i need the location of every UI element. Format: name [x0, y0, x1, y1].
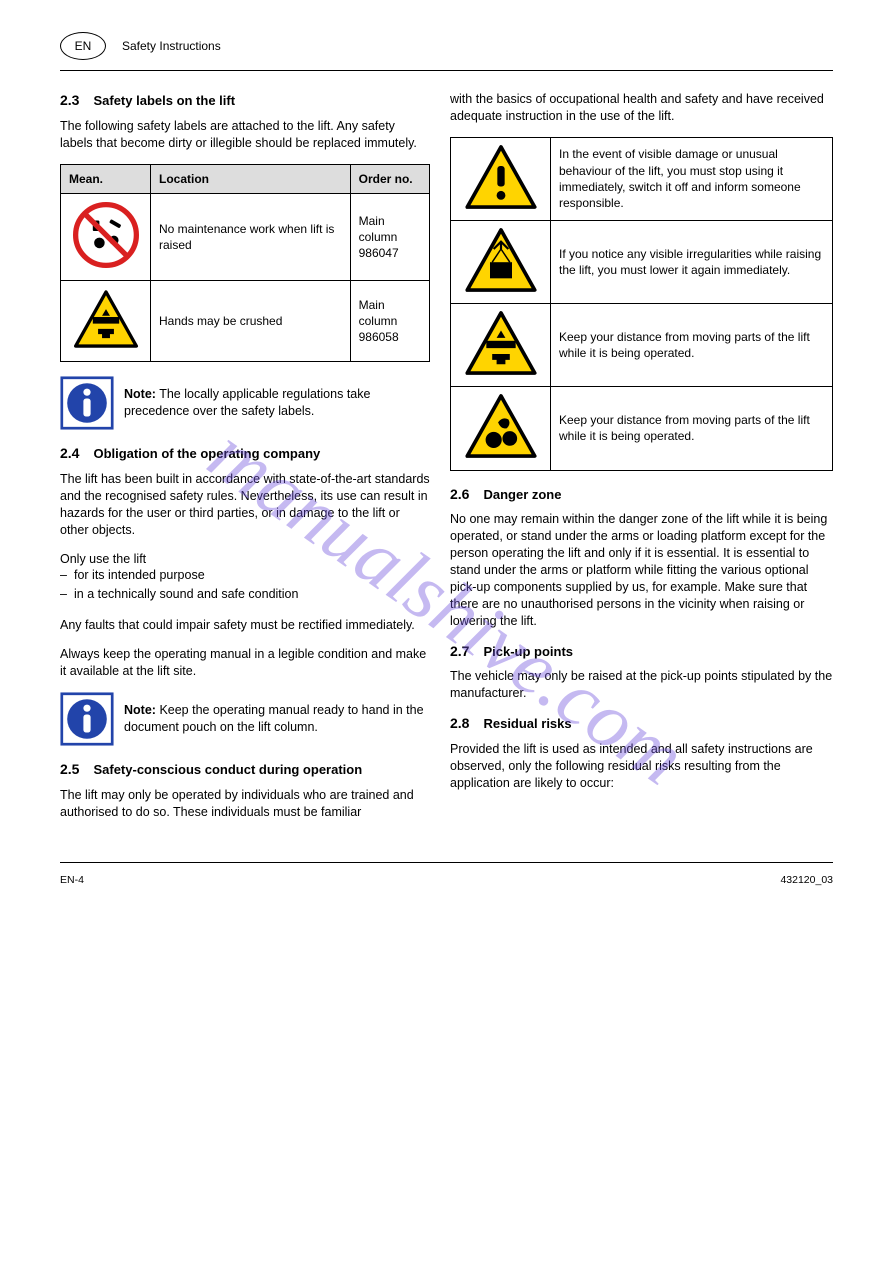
section-number: 2.3	[60, 91, 79, 110]
section-number: 2.6	[450, 485, 469, 504]
table-row: In the event of visible damage or unusua…	[451, 137, 833, 220]
page-header: EN Safety Instructions	[60, 32, 833, 71]
note-row: Note: The locally applicable regulations…	[60, 376, 430, 430]
col-orderno: Order no.	[350, 164, 429, 193]
section-2-4-heading: 2.4 Obligation of the operating company	[60, 444, 430, 463]
table-row: If you notice any visible irregularities…	[451, 220, 833, 303]
icon-no-maintenance	[61, 193, 151, 280]
note-text: Keep the operating manual ready to hand …	[124, 703, 424, 734]
orderno-text: 986047	[359, 245, 421, 261]
icon-suspended-load	[451, 220, 551, 303]
location-text: Main column	[359, 213, 421, 245]
section-title: Pick-up points	[483, 643, 573, 661]
safety-labels-intro: The following safety labels are attached…	[60, 118, 430, 152]
col-location: Location	[151, 164, 351, 193]
right-intro: with the basics of occupational health a…	[450, 91, 833, 125]
section-number: 2.7	[450, 642, 469, 661]
hazards-table: In the event of visible damage or unusua…	[450, 137, 833, 471]
hazard-text: Keep your distance from moving parts of …	[551, 304, 833, 387]
hazard-text: Keep your distance from moving parts of …	[551, 387, 833, 470]
icon-general-warning	[451, 137, 551, 220]
list-item: for its intended purpose	[60, 567, 430, 584]
doc-id: 432120_03	[780, 873, 833, 887]
note-row: Note: Keep the operating manual ready to…	[60, 692, 430, 746]
section-title: Danger zone	[483, 486, 561, 504]
use-lift-list: for its intended purpose in a technicall…	[60, 567, 430, 603]
table-row: Hands may be crushed Main column 986058	[61, 281, 430, 362]
info-icon	[60, 692, 114, 746]
keep-manual-para: Always keep the operating manual in a le…	[60, 646, 430, 680]
language-oval: EN	[60, 32, 106, 60]
section-title: Safety labels on the lift	[93, 92, 235, 110]
section-title: Residual risks	[483, 715, 571, 733]
section-2-8-heading: 2.8 Residual risks	[450, 714, 833, 733]
page-number: EN-4	[60, 873, 84, 887]
left-column: 2.3 Safety labels on the lift The follow…	[60, 91, 430, 832]
danger-para: No one may remain within the danger zone…	[450, 511, 833, 629]
location-text: Main column	[359, 297, 421, 329]
table-row: Keep your distance from moving parts of …	[451, 387, 833, 470]
icon-hand-crush	[451, 304, 551, 387]
lift-built-para: The lift has been built in accordance wi…	[60, 471, 430, 539]
hazard-text: If you notice any visible irregularities…	[551, 220, 833, 303]
prohibition-icon	[73, 202, 139, 268]
section-number: 2.5	[60, 760, 79, 779]
use-lift-lead: Only use the lift	[60, 551, 430, 568]
orderno-text: 986058	[359, 329, 421, 345]
section-2-5-heading: 2.5 Safety-conscious conduct during oper…	[60, 760, 430, 779]
language-code: EN	[75, 38, 92, 54]
header-title: Safety Instructions	[122, 38, 221, 54]
warning-triangle-crush-icon	[73, 289, 139, 349]
hazard-text: In the event of visible damage or unusua…	[551, 137, 833, 220]
section-2-3-heading: 2.3 Safety labels on the lift	[60, 91, 430, 110]
info-icon	[60, 376, 114, 430]
residual-para: Provided the lift is used as intended an…	[450, 741, 833, 792]
icon-hand-crush	[61, 281, 151, 362]
page-footer: EN-4 432120_03	[60, 862, 833, 887]
list-item: in a technically sound and safe conditio…	[60, 586, 430, 603]
pickup-para: The vehicle may only be raised at the pi…	[450, 668, 833, 702]
section-2-6-heading: 2.6 Danger zone	[450, 485, 833, 504]
section-number: 2.4	[60, 444, 79, 463]
faults-para: Any faults that could impair safety must…	[60, 617, 430, 634]
section-2-7-heading: 2.7 Pick-up points	[450, 642, 833, 661]
section-title: Obligation of the operating company	[93, 445, 320, 463]
meaning-text: Hands may be crushed	[151, 281, 351, 362]
table-header-row: Mean. Location Order no.	[61, 164, 430, 193]
conduct-para: The lift may only be operated by individ…	[60, 787, 430, 821]
right-column: with the basics of occupational health a…	[450, 91, 833, 832]
note-label: Note:	[124, 387, 156, 401]
note-text: The locally applicable regulations take …	[124, 387, 370, 418]
section-title: Safety-conscious conduct during operatio…	[93, 761, 362, 779]
note-label: Note:	[124, 703, 156, 717]
col-meaning: Mean.	[61, 164, 151, 193]
table-row: No maintenance work when lift is raised …	[61, 193, 430, 280]
safety-labels-table: Mean. Location Order no.	[60, 164, 430, 363]
table-row: Keep your distance from moving parts of …	[451, 304, 833, 387]
section-number: 2.8	[450, 714, 469, 733]
icon-hand-gears	[451, 387, 551, 470]
meaning-text: No maintenance work when lift is raised	[151, 193, 351, 280]
